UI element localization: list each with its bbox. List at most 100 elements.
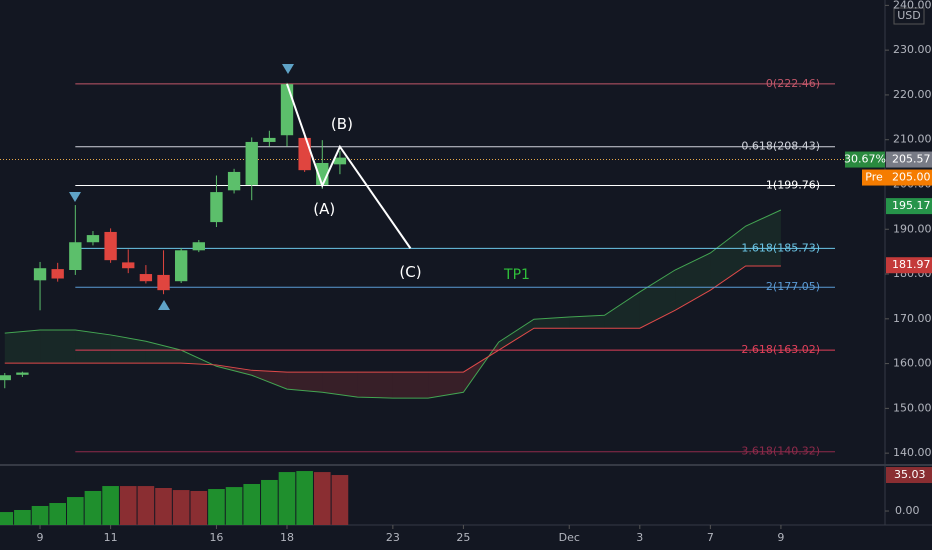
x-tick-label: 9: [777, 531, 784, 544]
price-tag-label: 195.17: [892, 199, 931, 212]
pivot-marker: [158, 300, 170, 310]
indicator-bar: [14, 509, 31, 525]
pivot-marker: [282, 64, 294, 74]
candle-body: [210, 192, 223, 223]
y-tick-label: 170.00: [893, 312, 932, 325]
fib-label: 0.618(208.43): [741, 140, 820, 153]
y-tick-label: 190.00: [893, 222, 932, 235]
cloud-fill: [357, 372, 393, 399]
wave-line: [286, 83, 412, 249]
indicator-bar: [67, 497, 84, 525]
cloud-fill: [75, 330, 111, 364]
y-tick-label: 150.00: [893, 401, 932, 414]
x-tick-label: Dec: [559, 531, 580, 544]
cloud-fill: [287, 372, 323, 393]
cloud-fill: [675, 252, 711, 311]
candle-body: [16, 372, 29, 375]
candle-body: [69, 242, 82, 271]
indicator-bar: [208, 489, 225, 525]
fib-label: 1.618(185.73): [741, 241, 820, 254]
indicator-bar: [102, 486, 119, 525]
candle-body: [245, 141, 258, 185]
cloud-fill: [745, 210, 781, 266]
indicator-bar: [331, 475, 349, 525]
indicator-bar: [296, 471, 313, 525]
candle-body: [122, 262, 135, 269]
indicator-bar: [49, 503, 67, 525]
pivot-marker: [69, 192, 81, 202]
cloud-fill: [251, 370, 288, 390]
indicator-bar: [243, 483, 261, 525]
currency: USD: [897, 9, 921, 22]
indicator-bar: [84, 490, 102, 525]
candle-body: [263, 137, 276, 142]
x-tick-label: 25: [456, 531, 470, 544]
indicator-last-label: 35.03: [894, 468, 926, 481]
cloud-fill: [110, 334, 146, 364]
x-tick-label: 7: [707, 531, 714, 544]
price-tag-label: 205.00: [892, 171, 931, 184]
cloud-fill: [604, 291, 640, 329]
candle-body: [33, 268, 47, 281]
y-tick-label: 230.00: [893, 43, 932, 56]
candle-body: [192, 242, 205, 251]
wave-label: (B): [331, 115, 353, 133]
candle-body: [227, 171, 241, 191]
cloud-line: [4, 265, 781, 373]
x-tick-label: 3: [636, 531, 643, 544]
indicator-last-tag: [886, 467, 932, 484]
indicator-tick-label: 0.00: [895, 504, 920, 517]
indicator-bar: [190, 490, 208, 525]
cloud-fill: [4, 330, 41, 364]
cloud-line: [4, 209, 782, 399]
x-tick-label: 16: [209, 531, 223, 544]
x-tick-label: 9: [37, 531, 44, 544]
candle-body: [0, 375, 11, 381]
y-tick-label: 160.00: [893, 357, 932, 370]
y-tick-label: 140.00: [893, 446, 932, 459]
wave-label: (C): [399, 263, 421, 281]
cloud-fill: [498, 319, 534, 351]
candle-body: [280, 84, 294, 136]
fib-label: 2.618(163.02): [741, 343, 820, 356]
x-tick-label: 18: [280, 531, 294, 544]
change-tag: [845, 151, 885, 168]
cloud-fill: [392, 372, 429, 399]
candle-body: [174, 250, 188, 282]
candle-body: [333, 157, 347, 165]
indicator-bar: [278, 472, 296, 525]
cloud-fill: [322, 372, 358, 398]
fib-label: 3.618(140.32): [741, 445, 820, 458]
candle-body: [157, 274, 170, 291]
change-tag-label: 30.67%: [844, 153, 886, 166]
price-tag: [886, 169, 932, 186]
price-tag: [886, 198, 932, 215]
indicator-bar: [0, 512, 14, 525]
indicator-bar: [225, 487, 243, 525]
cloud-fill: [639, 270, 676, 329]
y-tick-label: 240.00: [893, 0, 932, 11]
indicator-bar: [313, 472, 331, 525]
indicator-bar: [119, 486, 137, 525]
indicator-bar: [155, 487, 172, 525]
candle-body: [139, 274, 153, 282]
price-tag: [886, 151, 932, 168]
currency-box: [893, 7, 925, 25]
price-tag-prefix: [862, 169, 886, 186]
candle-body: [51, 269, 64, 279]
indicator-bar: [172, 490, 190, 525]
candle-body: [298, 137, 311, 171]
candle-body: [104, 231, 117, 261]
price-tag-label: 181.97: [892, 258, 931, 271]
price-tag: [886, 257, 932, 274]
cloud-fill: [533, 317, 570, 329]
wave-label: (A): [313, 200, 335, 218]
target-label: TP1: [503, 267, 530, 283]
cloud-fill: [145, 341, 182, 364]
y-tick-label: 220.00: [893, 88, 932, 101]
indicator-bar: [31, 505, 49, 525]
candle-body: [86, 235, 100, 243]
price-tag-prefix-label: Pre: [865, 171, 883, 184]
fib-label: 1(199.76): [766, 179, 820, 192]
